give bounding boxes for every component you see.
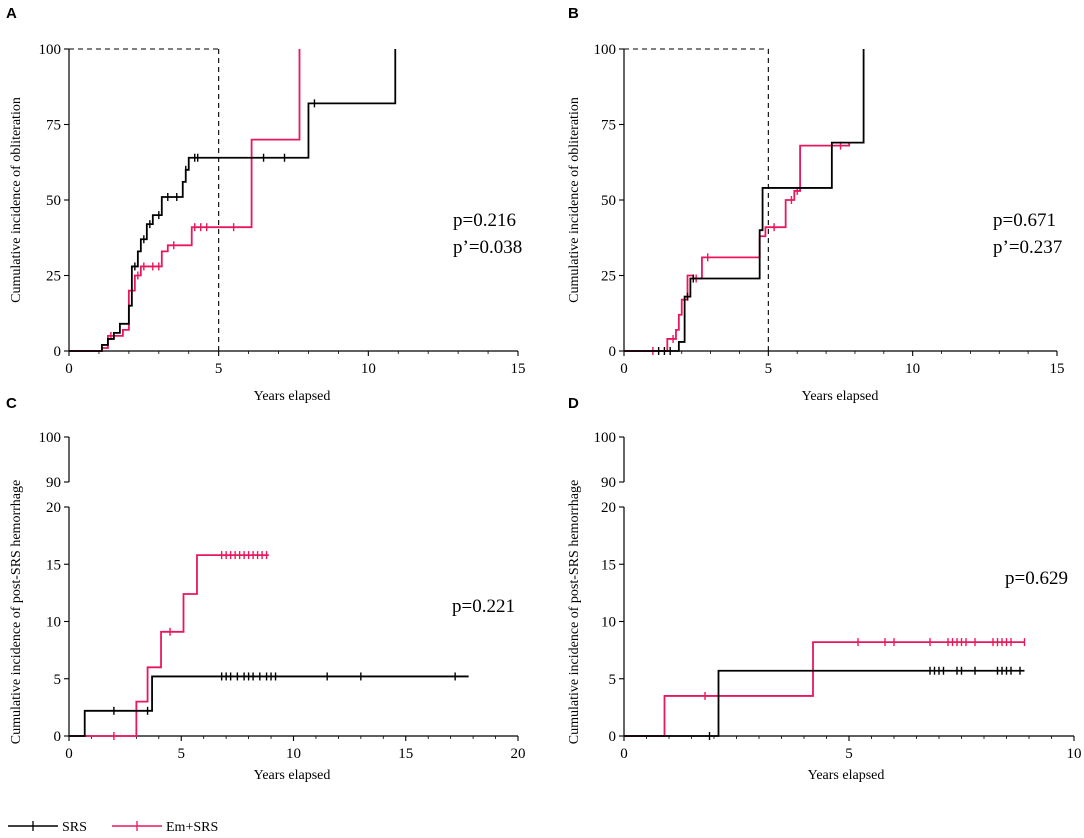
y-axis-label: Cumulative incidence of obliteration	[567, 97, 582, 303]
p-value: p=0.671	[993, 210, 1056, 231]
panel-label: D	[568, 395, 579, 412]
x-tick-label: 20	[511, 746, 526, 762]
panel-label: B	[568, 5, 579, 22]
x-tick-label: 0	[65, 746, 73, 762]
y-tick-label: 75	[46, 118, 61, 134]
y-axis-label: Cumulative incidence of post-SRS hemorrh…	[9, 480, 24, 744]
step-line-srs	[69, 49, 397, 352]
x-tick-label: 15	[1050, 361, 1065, 377]
step-line-srs	[69, 675, 469, 737]
y-tick-label-upper: 90	[46, 475, 61, 491]
y-tick-label-upper: 100	[39, 430, 62, 446]
legend-label-srs: SRS	[62, 820, 87, 835]
step-line-srs	[624, 669, 1025, 737]
x-axis-label: Years elapsed	[808, 768, 885, 783]
y-tick-label: 15	[601, 557, 616, 573]
step-line-em-srs	[69, 49, 301, 352]
legend-item-em-srs: Em+SRS	[112, 820, 218, 835]
y-tick-label: 0	[54, 729, 62, 745]
legend-label-em-srs: Em+SRS	[166, 820, 218, 835]
p-value: p=0.629	[1005, 568, 1068, 589]
y-axis-label: Cumulative incidence of post-SRS hemorrh…	[567, 480, 582, 744]
panel-a: A Years elapsed Cumulative incidence of …	[6, 5, 526, 404]
y-tick-label: 100	[39, 42, 62, 58]
panel-c: C Years elapsed Cumulative incidence of …	[6, 395, 526, 783]
y-tick-label: 0	[54, 344, 62, 360]
series-srs	[69, 672, 469, 737]
step-line-em-srs	[624, 142, 851, 352]
x-axis-label: Years elapsed	[254, 389, 331, 404]
y-tick-label: 10	[46, 615, 61, 631]
legend: SRS Em+SRS	[8, 820, 218, 835]
y-tick-label: 25	[46, 269, 61, 285]
series-srs	[69, 49, 397, 352]
panel-label: A	[6, 5, 17, 22]
y-tick-label: 20	[46, 500, 61, 516]
panel-d: D Years elapsed Cumulative incidence of …	[567, 395, 1082, 783]
y-tick-label: 15	[46, 557, 61, 573]
x-axis-label: Years elapsed	[802, 389, 879, 404]
x-tick-label: 0	[65, 361, 73, 377]
y-tick-label-upper: 90	[601, 475, 616, 491]
panel-label: C	[6, 395, 17, 412]
y-tick-label: 50	[46, 193, 61, 209]
step-line-em-srs	[69, 554, 269, 737]
p-prime-value: p’=0.237	[993, 237, 1062, 258]
series-srs	[624, 49, 865, 355]
y-tick-label: 0	[609, 729, 617, 745]
p-value: p=0.216	[453, 210, 516, 231]
x-tick-label: 0	[620, 746, 628, 762]
x-tick-label: 5	[845, 746, 853, 762]
x-tick-label: 5	[765, 361, 773, 377]
y-tick-label: 75	[601, 118, 616, 134]
x-tick-label: 10	[286, 746, 301, 762]
x-tick-label: 10	[905, 361, 920, 377]
x-tick-label: 0	[620, 361, 628, 377]
y-tick-label: 10	[601, 615, 616, 631]
y-tick-label: 5	[54, 672, 62, 688]
x-tick-label: 10	[361, 361, 376, 377]
y-tick-label: 20	[601, 500, 616, 516]
legend-item-srs: SRS	[8, 820, 87, 835]
x-tick-label: 5	[215, 361, 223, 377]
x-tick-label: 15	[511, 361, 526, 377]
series-em-srs	[69, 49, 301, 352]
y-tick-label-upper: 100	[594, 430, 617, 446]
series-em-srs	[624, 638, 1026, 737]
series-srs	[624, 666, 1025, 740]
p-prime-value: p’=0.038	[453, 237, 522, 258]
y-tick-label: 0	[609, 344, 617, 360]
p-value: p=0.221	[452, 596, 515, 617]
x-axis-label: Years elapsed	[254, 768, 331, 783]
y-tick-label: 100	[594, 42, 617, 58]
y-tick-label: 5	[609, 672, 617, 688]
panel-b: B Years elapsed Cumulative incidence of …	[567, 5, 1065, 404]
x-tick-label: 15	[398, 746, 413, 762]
series-em-srs	[624, 141, 851, 355]
series-em-srs	[69, 551, 269, 740]
step-line-em-srs	[624, 641, 1025, 737]
y-tick-label: 50	[601, 193, 616, 209]
step-line-srs	[624, 49, 865, 352]
x-tick-label: 10	[1067, 746, 1082, 762]
x-tick-label: 5	[178, 746, 186, 762]
y-axis-label: Cumulative incidence of obliteration	[9, 97, 24, 303]
y-tick-label: 25	[601, 269, 616, 285]
